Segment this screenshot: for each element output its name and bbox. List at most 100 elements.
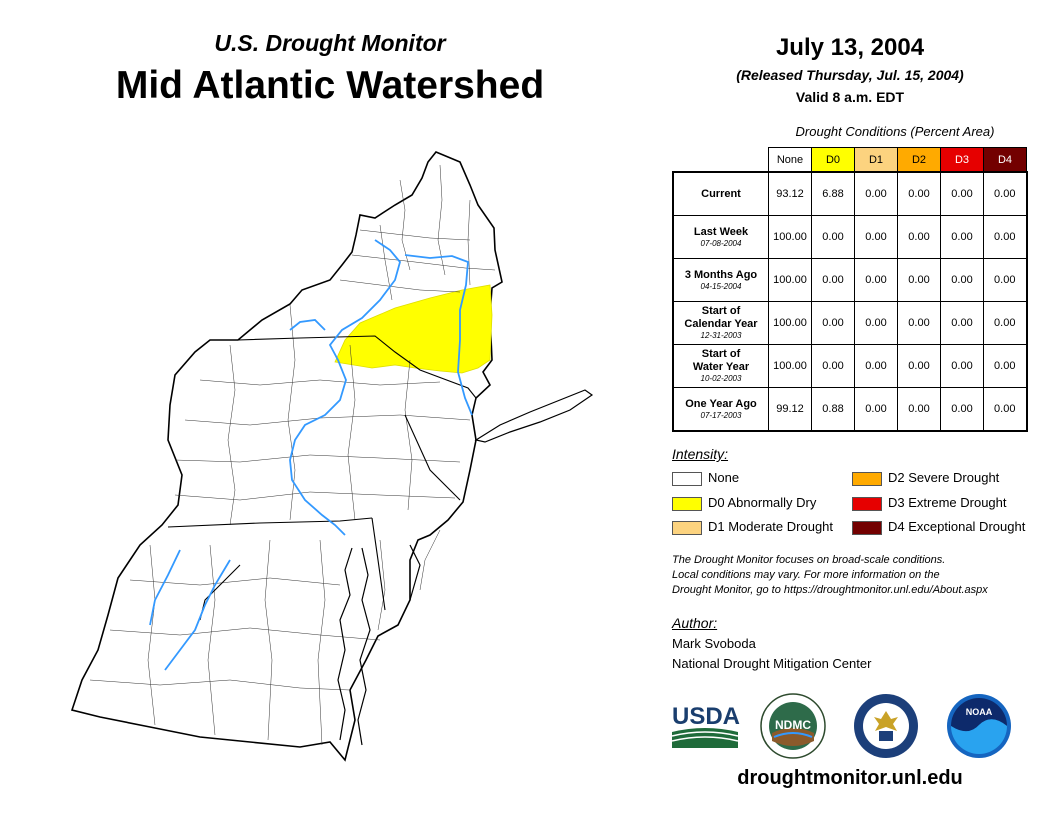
map-subtitle: U.S. Drought Monitor: [214, 30, 446, 56]
table-cell: 0.00: [983, 258, 1027, 302]
table-cell: 0.00: [983, 301, 1027, 345]
table-cell: 0.00: [854, 215, 898, 259]
row-label: Start of Water Year 10-02-2003: [672, 344, 769, 388]
table-cell: 0.00: [854, 301, 898, 345]
author-label: Author:: [672, 615, 718, 631]
website-url: droughtmonitor.unl.edu: [737, 767, 963, 789]
row-label-line: Current: [701, 187, 741, 200]
table-cell: 0.00: [983, 215, 1027, 259]
table-row: Current 93.12 6.88 0.00 0.00 0.00 0.00: [672, 171, 1027, 216]
table-cell: 0.00: [983, 344, 1027, 388]
table-cell: 0.00: [897, 387, 941, 432]
legend-label: D4 Exceptional Drought: [888, 519, 1026, 534]
legend-swatch: [852, 471, 882, 486]
drought-area-d0: [334, 284, 493, 374]
table-header-row: None D0 D1 D2 D3 D4: [673, 147, 1027, 173]
col-none: None: [768, 147, 812, 173]
legend-label: D3 Extreme Drought: [888, 495, 1007, 510]
legend-label: D1 Moderate Drought: [708, 519, 834, 534]
row-label-line: 3 Months Ago: [684, 268, 758, 281]
table-cell: 0.00: [854, 258, 898, 302]
svg-text:USDA: USDA: [672, 703, 740, 730]
row-label: 3 Months Ago 04-15-2004: [672, 258, 769, 302]
row-label: Start of Calendar Year 12-31-2003: [672, 301, 769, 345]
rivers: [149, 239, 473, 671]
legend-item: D1 Moderate Drought: [672, 519, 833, 535]
commerce-logo: [854, 694, 918, 758]
legend-label: D0 Abnormally Dry: [708, 495, 817, 510]
table-cell: 93.12: [768, 171, 812, 216]
row-label: Last Week 07-08-2004: [672, 215, 769, 259]
table-cell: 0.00: [811, 301, 855, 345]
author-name: Mark Svoboda: [672, 636, 756, 651]
valid-time: Valid 8 a.m. EDT: [795, 89, 905, 105]
disclaimer-line: Drought Monitor, go to https://droughtmo…: [672, 584, 988, 596]
row-label-line: Water Year: [692, 361, 750, 373]
table-row: One Year Ago 07-17-2003 99.12 0.88 0.00 0.00 0…: [672, 387, 1027, 432]
legend-title: Intensity:: [672, 446, 729, 462]
table-cell: 100.00: [768, 344, 812, 388]
table-cell: 0.00: [940, 215, 984, 259]
table-row: Start of Water Year 10-02-2003 100.00 0.00 0.…: [672, 344, 1027, 388]
disclaimer-line: Local conditions may vary. For more info…: [672, 569, 940, 581]
table-cell: 0.00: [897, 258, 941, 302]
row-label: Current: [672, 171, 769, 216]
ndmc-logo: NDMC: [760, 693, 826, 759]
table-corner: [673, 148, 769, 173]
col-d0: D0: [811, 147, 855, 173]
row-label-line: Last Week: [693, 225, 749, 238]
table-cell: 0.00: [940, 171, 984, 216]
table-cell: 100.00: [768, 258, 812, 302]
legend-item: None: [672, 470, 739, 486]
table-cell: 99.12: [768, 387, 812, 432]
col-d1: D1: [854, 147, 898, 173]
row-label-line: Calendar Year: [684, 318, 758, 330]
table-row: 3 Months Ago 04-15-2004 100.00 0.00 0.00 0.00…: [672, 258, 1027, 302]
row-label-line: Start of: [701, 348, 741, 360]
row-label: One Year Ago 07-17-2003: [672, 387, 769, 432]
table-cell: 0.00: [811, 215, 855, 259]
map-title: Mid Atlantic Watershed: [115, 64, 545, 107]
svg-text:NOAA: NOAA: [966, 707, 993, 717]
legend-item: D4 Exceptional Drought: [852, 519, 1025, 535]
legend-label: D2 Severe Drought: [888, 470, 1000, 485]
row-date: 04-15-2004: [700, 281, 742, 291]
release-date: (Released Thursday, Jul. 15, 2004): [736, 67, 964, 83]
usda-logo: USDA: [671, 703, 740, 748]
legend-swatch: [672, 520, 702, 535]
map-date: July 13, 2004: [775, 34, 925, 61]
legend-swatch: [672, 496, 702, 511]
bay-shoreline: [337, 544, 421, 746]
row-date: 10-02-2003: [700, 374, 742, 383]
table-cell: 0.00: [983, 387, 1027, 432]
long-island: [474, 389, 594, 443]
table-cell: 0.00: [811, 344, 855, 388]
col-d4: D4: [983, 147, 1027, 173]
legend-label: None: [708, 470, 740, 485]
author-org: National Drought Mitigation Center: [672, 656, 872, 671]
table-cell: 0.88: [811, 387, 855, 432]
watershed-map: [70, 151, 594, 762]
table-cell: 0.00: [940, 387, 984, 432]
col-d3: D3: [940, 147, 984, 173]
state-boundaries: [167, 335, 477, 621]
watershed-boundary: [70, 151, 503, 762]
legend-swatch: [852, 496, 882, 511]
table-cell: 6.88: [811, 171, 855, 216]
disclaimer: The Drought Monitor focuses on broad-sca…: [672, 553, 1042, 598]
svg-text:NDMC: NDMC: [775, 718, 811, 732]
drought-conditions-table: None D0 D1 D2 D3 D4 Current 93.12 6.88 0.00…: [672, 147, 1028, 432]
table-cell: 0.00: [854, 344, 898, 388]
col-d2: D2: [897, 147, 941, 173]
row-date: 12-31-2003: [700, 331, 742, 340]
legend-item: D2 Severe Drought: [852, 470, 999, 486]
table-cell: 100.00: [768, 215, 812, 259]
legend-item: D0 Abnormally Dry: [672, 495, 816, 511]
legend-item: D3 Extreme Drought: [852, 495, 1007, 511]
table-cell: 0.00: [811, 258, 855, 302]
table-caption: Drought Conditions (Percent Area): [795, 124, 995, 139]
table-cell: 0.00: [854, 387, 898, 432]
noaa-logo: NOAA: [947, 694, 1011, 758]
table-cell: 0.00: [897, 301, 941, 345]
table-cell: 100.00: [768, 301, 812, 345]
